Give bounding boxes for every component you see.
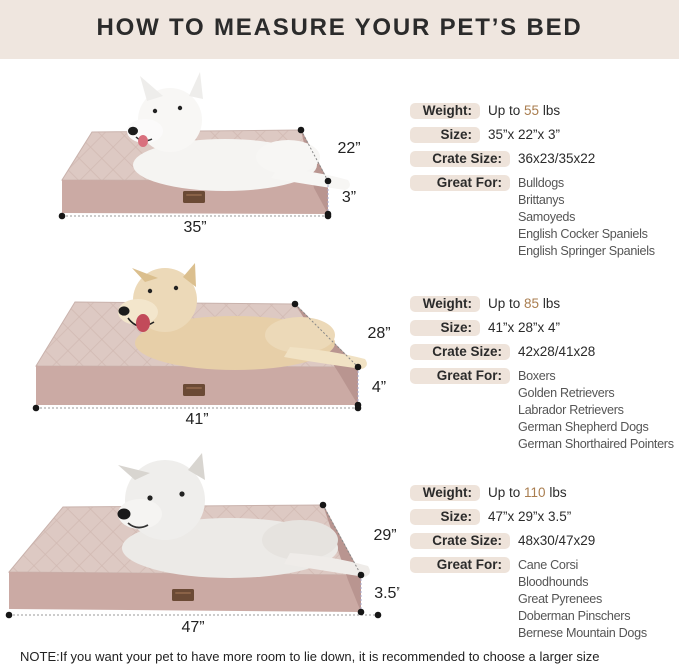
svg-text:35”: 35” — [183, 219, 206, 236]
svg-text:41”: 41” — [185, 411, 208, 428]
svg-text:3”: 3” — [342, 189, 356, 206]
svg-text:3.5”: 3.5” — [374, 585, 400, 602]
svg-text:47”: 47” — [181, 619, 204, 636]
svg-text:28”: 28” — [367, 325, 390, 342]
svg-text:22”: 22” — [337, 140, 360, 157]
svg-text:29”: 29” — [373, 527, 396, 544]
svg-text:4”: 4” — [372, 379, 386, 396]
